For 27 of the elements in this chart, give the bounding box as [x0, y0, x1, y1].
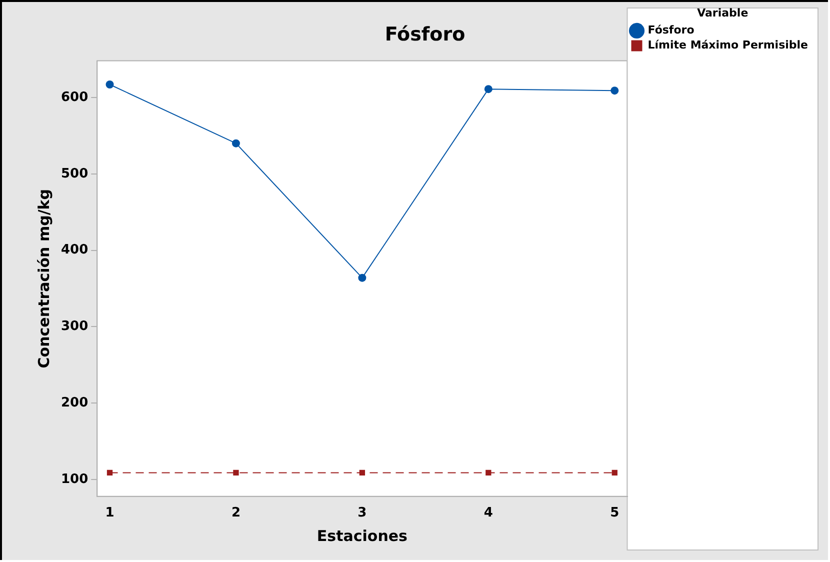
y-tick-label: 200: [60, 396, 88, 411]
y-tick-label: 600: [60, 90, 88, 105]
x-axis-title: Estaciones: [316, 526, 408, 545]
chart-title: Fósforo: [384, 23, 466, 46]
x-tick-label: 5: [610, 506, 620, 521]
y-tick-label: 500: [60, 166, 88, 182]
legend-label: Fósforo: [648, 24, 695, 37]
point: [610, 86, 619, 95]
point: [359, 470, 366, 476]
y-tick-label: 300: [60, 319, 88, 334]
point: [484, 85, 492, 94]
point: [106, 470, 113, 476]
point: [233, 470, 239, 476]
point: [106, 80, 114, 88]
point: [232, 139, 240, 148]
point: [486, 470, 492, 476]
point: [358, 274, 366, 282]
y-axis-title: Concentración mg/kg: [34, 188, 53, 368]
y-tick-label: 100: [60, 472, 88, 487]
y-tick-label: 400: [60, 242, 88, 258]
x-tick-label: 1: [105, 506, 114, 521]
x-tick-label: 3: [358, 506, 367, 521]
x-tick-label: 4: [484, 506, 493, 521]
point: [612, 470, 618, 476]
legend-label: Límite Máximo Permisible: [648, 38, 808, 52]
x-tick-label: 2: [231, 506, 240, 521]
legend-title: Variable: [697, 6, 748, 20]
